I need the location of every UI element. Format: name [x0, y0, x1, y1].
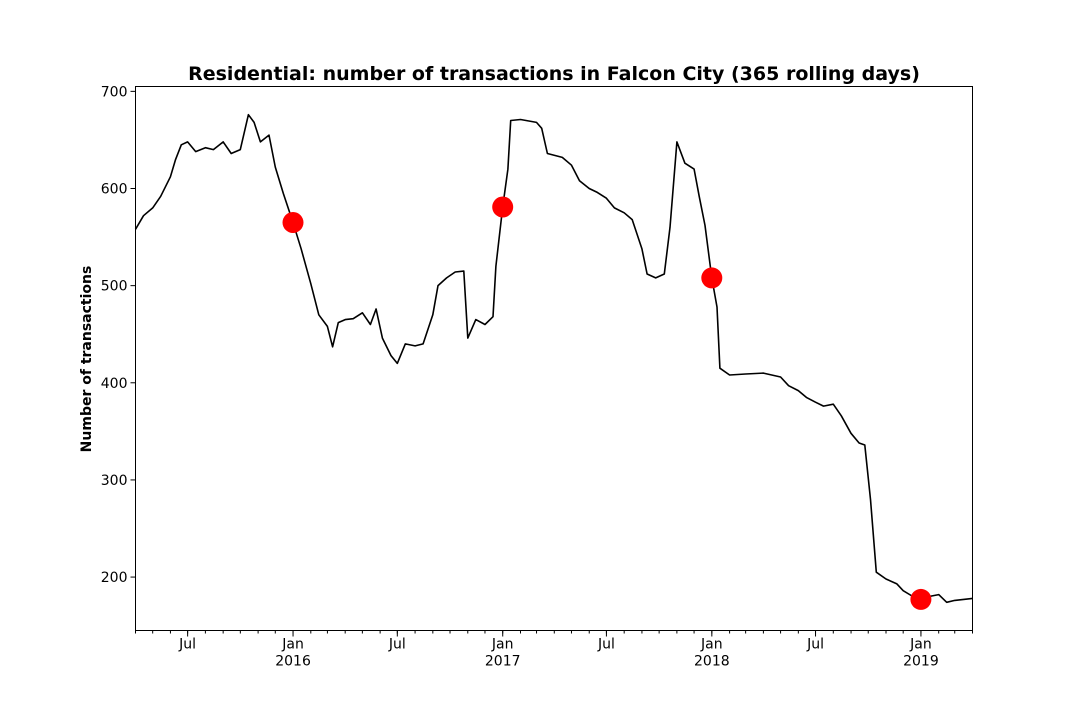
series-line-0	[134, 113, 973, 604]
x-tick-label: Jan	[909, 637, 932, 653]
marker-point	[701, 267, 723, 289]
x-tick-year-label: 2017	[485, 654, 521, 670]
y-tick-label: 200	[101, 570, 128, 586]
y-tick-label: 300	[101, 473, 128, 489]
x-tick-label: Jan	[491, 637, 514, 653]
x-tick-label: Jul	[388, 637, 406, 653]
x-tick-label: Jul	[806, 637, 824, 653]
y-tick-label: 400	[101, 376, 128, 392]
y-tick-label: 500	[101, 279, 128, 295]
y-axis: 200 300 400 500 600 700	[101, 84, 136, 586]
marker-point	[282, 212, 304, 233]
plot-area-frame	[135, 86, 973, 631]
y-axis-label: Number of transactions	[79, 266, 95, 453]
plot-content	[134, 113, 973, 610]
x-tick-year-label: 2018	[694, 654, 730, 670]
chart-title: Residential: number of transactions in F…	[188, 63, 920, 85]
x-tick-label: Jan	[700, 637, 723, 653]
x-tick-label: Jul	[178, 637, 196, 653]
y-tick-label: 700	[101, 84, 128, 100]
x-tick-label: Jul	[597, 637, 615, 653]
x-tick-year-label: 2019	[903, 654, 939, 670]
marker-point	[492, 196, 514, 218]
y-tick-label: 600	[101, 182, 128, 198]
x-tick-year-label: 2016	[275, 654, 311, 670]
marker-point	[910, 588, 932, 610]
x-tick-label: Jan	[281, 637, 304, 653]
